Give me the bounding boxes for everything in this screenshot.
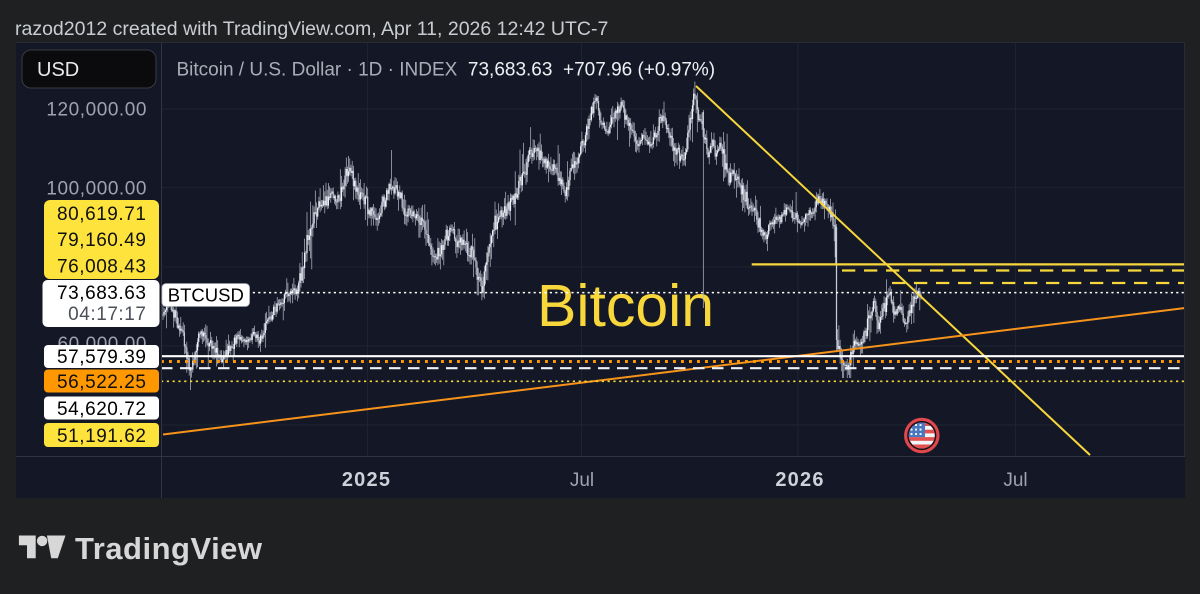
svg-text:51,191.62: 51,191.62 [57,426,146,447]
svg-text:2025: 2025 [342,469,391,491]
svg-text:Jul: Jul [570,470,594,491]
svg-text:USD: USD [37,59,79,81]
svg-text:Jul: Jul [1003,470,1027,491]
svg-text:57,579.39: 57,579.39 [57,347,146,368]
svg-text:Bitcoin: Bitcoin [537,273,714,339]
svg-text:120,000.00: 120,000.00 [46,100,147,121]
svg-text:73,683.63: 73,683.63 [57,283,146,304]
svg-text:Bitcoin / U.S. Dollar · 1D · I: Bitcoin / U.S. Dollar · 1D · INDEX 73,68… [177,60,716,81]
svg-text:80,619.71: 80,619.71 [57,204,146,225]
svg-text:2026: 2026 [775,469,824,491]
svg-text:BTCUSD: BTCUSD [168,285,244,306]
svg-text:100,000.00: 100,000.00 [46,179,147,200]
svg-text:76,008.43: 76,008.43 [57,256,146,277]
svg-text:56,522.25: 56,522.25 [57,372,146,393]
svg-text:54,620.72: 54,620.72 [57,399,146,420]
svg-text:razod2012 created with Trading: razod2012 created with TradingView.com, … [15,18,608,40]
svg-text:TradingView: TradingView [75,531,263,566]
svg-text:04:17:17: 04:17:17 [68,304,146,325]
svg-text:79,160.49: 79,160.49 [57,230,146,251]
